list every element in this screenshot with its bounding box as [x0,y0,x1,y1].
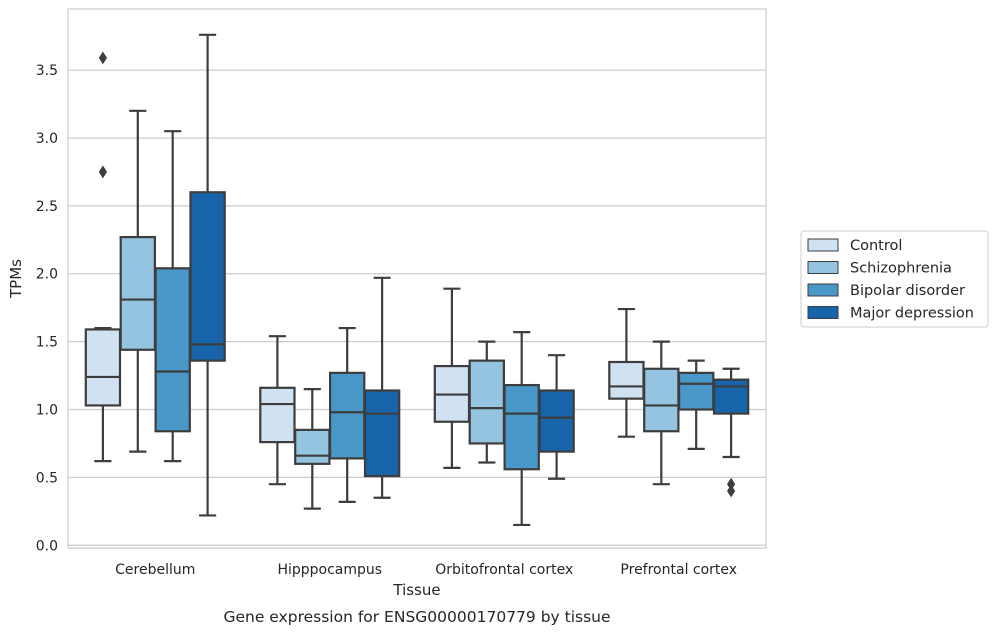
box-bipolar-disorder [328,326,366,503]
y-tick-label: 0.5 [36,470,58,486]
outlier-point [98,165,107,179]
box-major-depression [189,33,226,517]
box-iqr [643,367,680,433]
x-axis-label: Tissue [392,581,440,599]
x-tick-label: Cerebellum [115,562,195,578]
box-iqr [677,371,715,411]
plot-frame [67,8,767,549]
y-tick-label: 2.5 [36,199,58,215]
box-bipolar-disorder [154,130,191,463]
legend-swatch [807,238,839,252]
box-schizophrenia [643,340,680,486]
box-schizophrenia [294,388,331,510]
legend-label: Major depression [850,306,974,322]
y-axis-label: TPMs [7,259,25,299]
box-bipolar-disorder [503,331,540,527]
y-tick-label: 1.5 [36,335,58,351]
box-iqr [119,235,157,351]
box-iqr [328,371,366,460]
x-tick-label: Hipppocampus [277,562,382,578]
legend-frame [800,230,989,328]
y-tick-label: 2.0 [36,267,58,283]
box-iqr [84,328,122,407]
box-iqr [712,378,750,415]
y-tick-label: 0.0 [36,538,58,554]
box-iqr [608,360,645,400]
legend-items: Control Schizophrenia Bipolar disorder Majo… [807,238,974,322]
box-iqr [259,386,296,444]
y-tick-labels: 0.0 0.5 1.0 1.5 2.0 2.5 3.0 3.5 [36,63,58,554]
box-control [433,287,471,469]
y-tick-label: 3.5 [36,63,58,79]
x-tick-label: Orbitofrontal cortex [435,562,573,578]
legend: Control Schizophrenia Bipolar disorder Majo… [800,230,989,328]
box-bipolar-disorder [677,359,715,450]
box-control [259,335,296,486]
y-tick-label: 1.0 [36,403,58,419]
chart-caption: Gene expression for ENSG00000170779 by t… [223,608,610,626]
box-iqr [363,389,401,478]
outlier-point [727,477,736,491]
outlier-point [727,484,736,498]
box-schizophrenia [119,109,157,453]
box-iqr [154,267,191,433]
legend-swatch [807,283,839,297]
x-tick-labels: Cerebellum Hipppocampus Orbitofrontal cort… [115,562,737,578]
legend-label: Bipolar disorder [850,283,965,299]
boxes-layer [84,33,750,527]
box-control [84,51,122,463]
legend-swatch [807,261,839,274]
box-iqr [468,359,506,445]
box-major-depression [538,354,575,480]
box-major-depression [363,276,401,499]
box-iqr [503,383,540,471]
box-iqr [189,191,226,362]
box-schizophrenia [468,340,506,464]
legend-swatch [807,306,839,319]
legend-label: Control [850,238,902,254]
legend-label: Schizophrenia [850,261,952,277]
outlier-point [98,51,107,65]
box-major-depression [712,367,750,498]
box-iqr [294,428,331,465]
box-control [608,307,645,438]
x-tick-label: Prefrontal cortex [620,562,737,578]
box-iqr [538,389,575,453]
y-tick-label: 3.0 [36,131,58,147]
